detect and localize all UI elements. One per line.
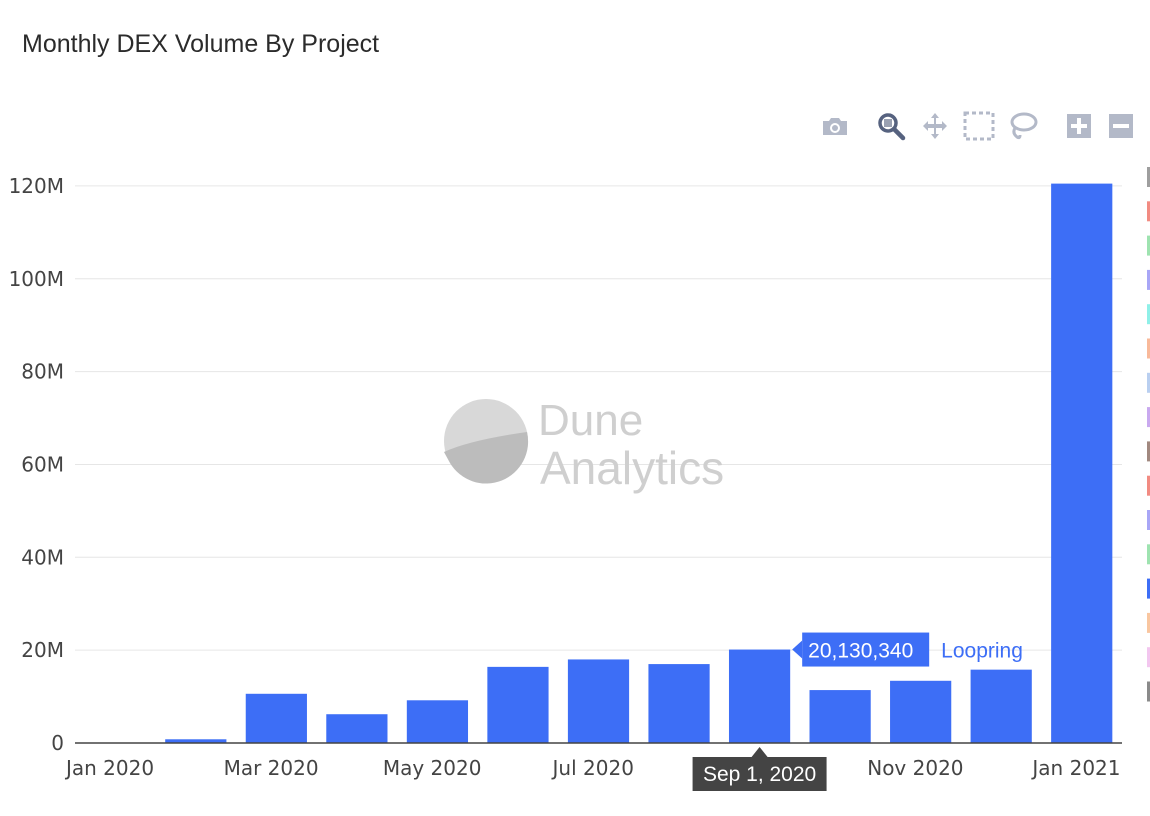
watermark-line2: Analytics: [540, 442, 724, 494]
legend-swatch[interactable]: [1147, 647, 1150, 668]
legend-swatch[interactable]: [1147, 578, 1150, 599]
legend-swatch[interactable]: [1147, 372, 1150, 393]
zoom-out-icon[interactable]: [1104, 110, 1138, 142]
y-tick-label: 20M: [21, 638, 64, 662]
legend-swatch[interactable]: [1147, 167, 1150, 187]
legend-swatch[interactable]: [1147, 681, 1150, 702]
zoom-in-icon[interactable]: [1062, 110, 1096, 142]
hover-value-label: 20,130,340: [808, 640, 913, 663]
modebar: [818, 110, 1138, 142]
legend-swatch[interactable]: [1147, 201, 1150, 222]
hover-x-label: Sep 1, 2020: [703, 763, 816, 786]
x-tick-label: Jul 2020: [551, 756, 634, 780]
legend-swatch[interactable]: [1147, 510, 1150, 530]
bar[interactable]: [487, 666, 549, 743]
watermark: Dune Analytics: [444, 396, 724, 494]
zoom-icon[interactable]: [874, 110, 908, 142]
bar[interactable]: [326, 714, 388, 743]
grid-lines: [75, 185, 1122, 651]
lasso-icon[interactable]: [1006, 110, 1040, 142]
hover-value-box: [802, 632, 930, 667]
legend-swatch[interactable]: [1147, 235, 1150, 256]
y-tick-label: 0: [51, 731, 64, 755]
legend-swatch[interactable]: [1147, 475, 1150, 496]
legend-swatch[interactable]: [1147, 338, 1150, 359]
x-tick-label: Mar 2020: [224, 756, 319, 780]
bar[interactable]: [728, 649, 791, 743]
x-tick-label: Nov 2020: [867, 756, 963, 780]
legend-swatch[interactable]: [1147, 407, 1150, 428]
x-tick-label: Jan 2021: [1030, 756, 1120, 780]
bar[interactable]: [245, 693, 307, 743]
bar[interactable]: [1051, 183, 1113, 743]
watermark-line1: Dune: [538, 396, 643, 445]
bars: [165, 183, 1113, 743]
bar[interactable]: [406, 700, 469, 743]
hover-x-box: [692, 757, 827, 791]
watermark-logo-shadow: [444, 432, 529, 484]
bar[interactable]: [890, 680, 952, 743]
x-tick-labels: Jan 2020 Mar 2020 May 2020 Jul 2020 Nov 2020…: [64, 756, 1121, 780]
y-tick-label: 40M: [21, 545, 64, 569]
hover-value-pointer: [792, 640, 803, 659]
x-tick-label: May 2020: [383, 756, 482, 780]
box-select-icon[interactable]: [962, 110, 996, 142]
hover-series-label: Loopring: [941, 640, 1023, 663]
y-tick-label: 120M: [9, 174, 64, 198]
bar[interactable]: [648, 664, 710, 743]
bar[interactable]: [567, 659, 630, 743]
hover-x-pointer: [751, 747, 768, 757]
hover-tooltip: Sep 1, 2020 20,130,340 Loopring: [692, 632, 1023, 791]
y-tick-label: 60M: [21, 452, 64, 476]
x-tick-label: Jan 2020: [64, 756, 154, 780]
y-tick-label: 100M: [9, 267, 64, 291]
bar[interactable]: [970, 669, 1032, 743]
legend-swatch[interactable]: [1147, 269, 1150, 290]
legend-swatches: [1147, 167, 1150, 702]
legend-swatch[interactable]: [1147, 304, 1150, 325]
legend-swatch[interactable]: [1147, 544, 1150, 565]
bar[interactable]: [809, 690, 871, 743]
pan-icon[interactable]: [918, 110, 952, 142]
legend-swatch[interactable]: [1147, 441, 1150, 462]
camera-icon[interactable]: [818, 110, 852, 142]
legend-swatch[interactable]: [1147, 612, 1150, 633]
y-tick-labels: 0 20M 40M 60M 80M 100M 120M: [9, 174, 64, 755]
bar[interactable]: [165, 739, 227, 743]
chart-title: Monthly DEX Volume By Project: [22, 30, 380, 58]
y-tick-label: 80M: [21, 360, 64, 384]
